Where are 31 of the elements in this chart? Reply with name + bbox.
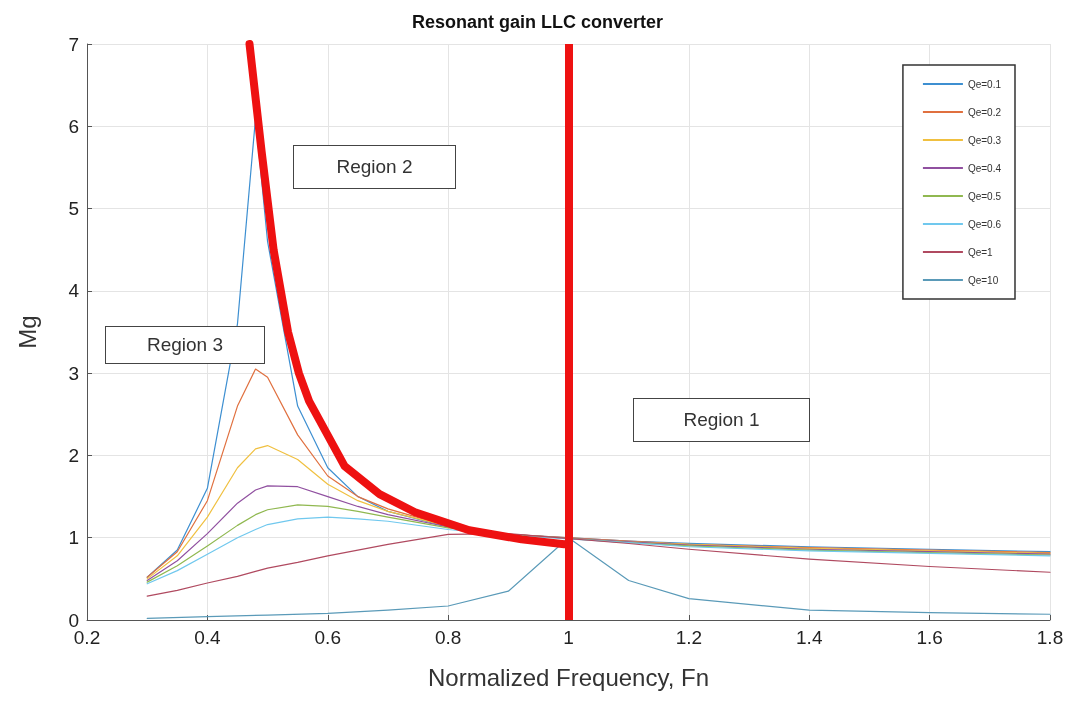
y-tick-label: 1 [68,527,79,549]
legend-label: Qe=0.3 [967,134,1002,146]
y-axis-title: Mg [13,315,41,349]
x-tick-label: 1.2 [675,627,703,648]
x-tick-label: 1.4 [796,627,823,648]
legend-label: Qe=0.6 [967,218,1002,230]
y-tick-label: 2 [68,444,79,466]
label-box: Region 2 [293,145,456,189]
x-tick-label: 0.6 [314,627,341,648]
line-series [146,533,1051,597]
y-tick-label: 5 [68,198,79,220]
x-tick-label: 1 [563,627,574,648]
label-box: Region 3 [105,326,265,364]
label-box: Region 1 [633,398,810,442]
legend-label: Qe=0.2 [967,106,1002,118]
x-tick-label: 1.8 [1036,627,1064,648]
legend-label: Qe=0.5 [967,190,1002,202]
chart-title: Resonant gain LLC converter [411,12,664,32]
line-series [146,537,1051,619]
legend-label: Qe=0.4 [967,162,1002,174]
x-tick-label: 0.8 [434,627,462,648]
y-tick-label: 6 [68,115,79,137]
y-tick-label: 4 [68,280,80,302]
legend-label: Qe=0.1 [967,78,1002,90]
x-axis-title: Normalized Frequency, Fn [428,663,709,691]
legend-label: Qe=1 [967,246,994,258]
y-tick-label: 7 [68,33,79,55]
x-tick-label: 1.6 [916,627,943,648]
y-tick-label: 3 [68,362,79,384]
x-tick-label: 0.4 [194,627,222,648]
legend-label: Qe=10 [967,274,999,286]
